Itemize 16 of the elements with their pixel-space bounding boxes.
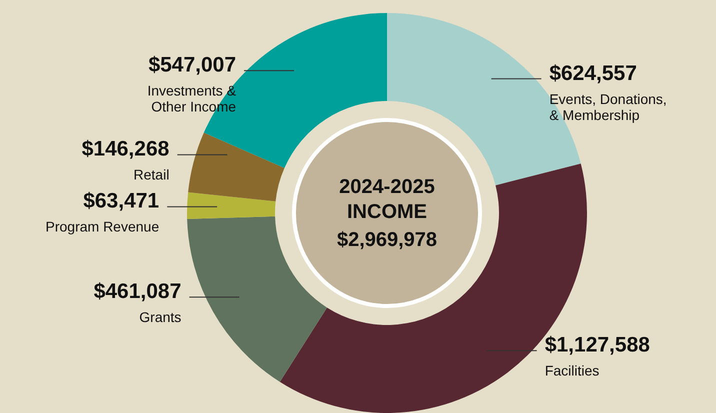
slice-label: Retail bbox=[134, 166, 170, 183]
donut-slice bbox=[187, 192, 276, 220]
slice-label: Grants bbox=[139, 309, 182, 326]
slice-label: Program Revenue bbox=[45, 218, 160, 235]
slice-label: Events, Donations, & Membership bbox=[549, 90, 667, 123]
data-label: $146,268 bbox=[82, 138, 170, 161]
donut-slice bbox=[188, 132, 284, 202]
data-label: $547,007 bbox=[148, 54, 236, 77]
slice-label: Facilities bbox=[544, 362, 600, 379]
data-label: $1,127,588 bbox=[544, 334, 650, 357]
data-label: $461,087 bbox=[94, 280, 182, 304]
text: 2024-2025 INCOME bbox=[339, 176, 435, 223]
data-label: $63,471 bbox=[83, 190, 160, 213]
text: $2,969,978 bbox=[336, 229, 438, 251]
data-label: $624,557 bbox=[549, 62, 637, 85]
donut-slice bbox=[187, 216, 328, 382]
